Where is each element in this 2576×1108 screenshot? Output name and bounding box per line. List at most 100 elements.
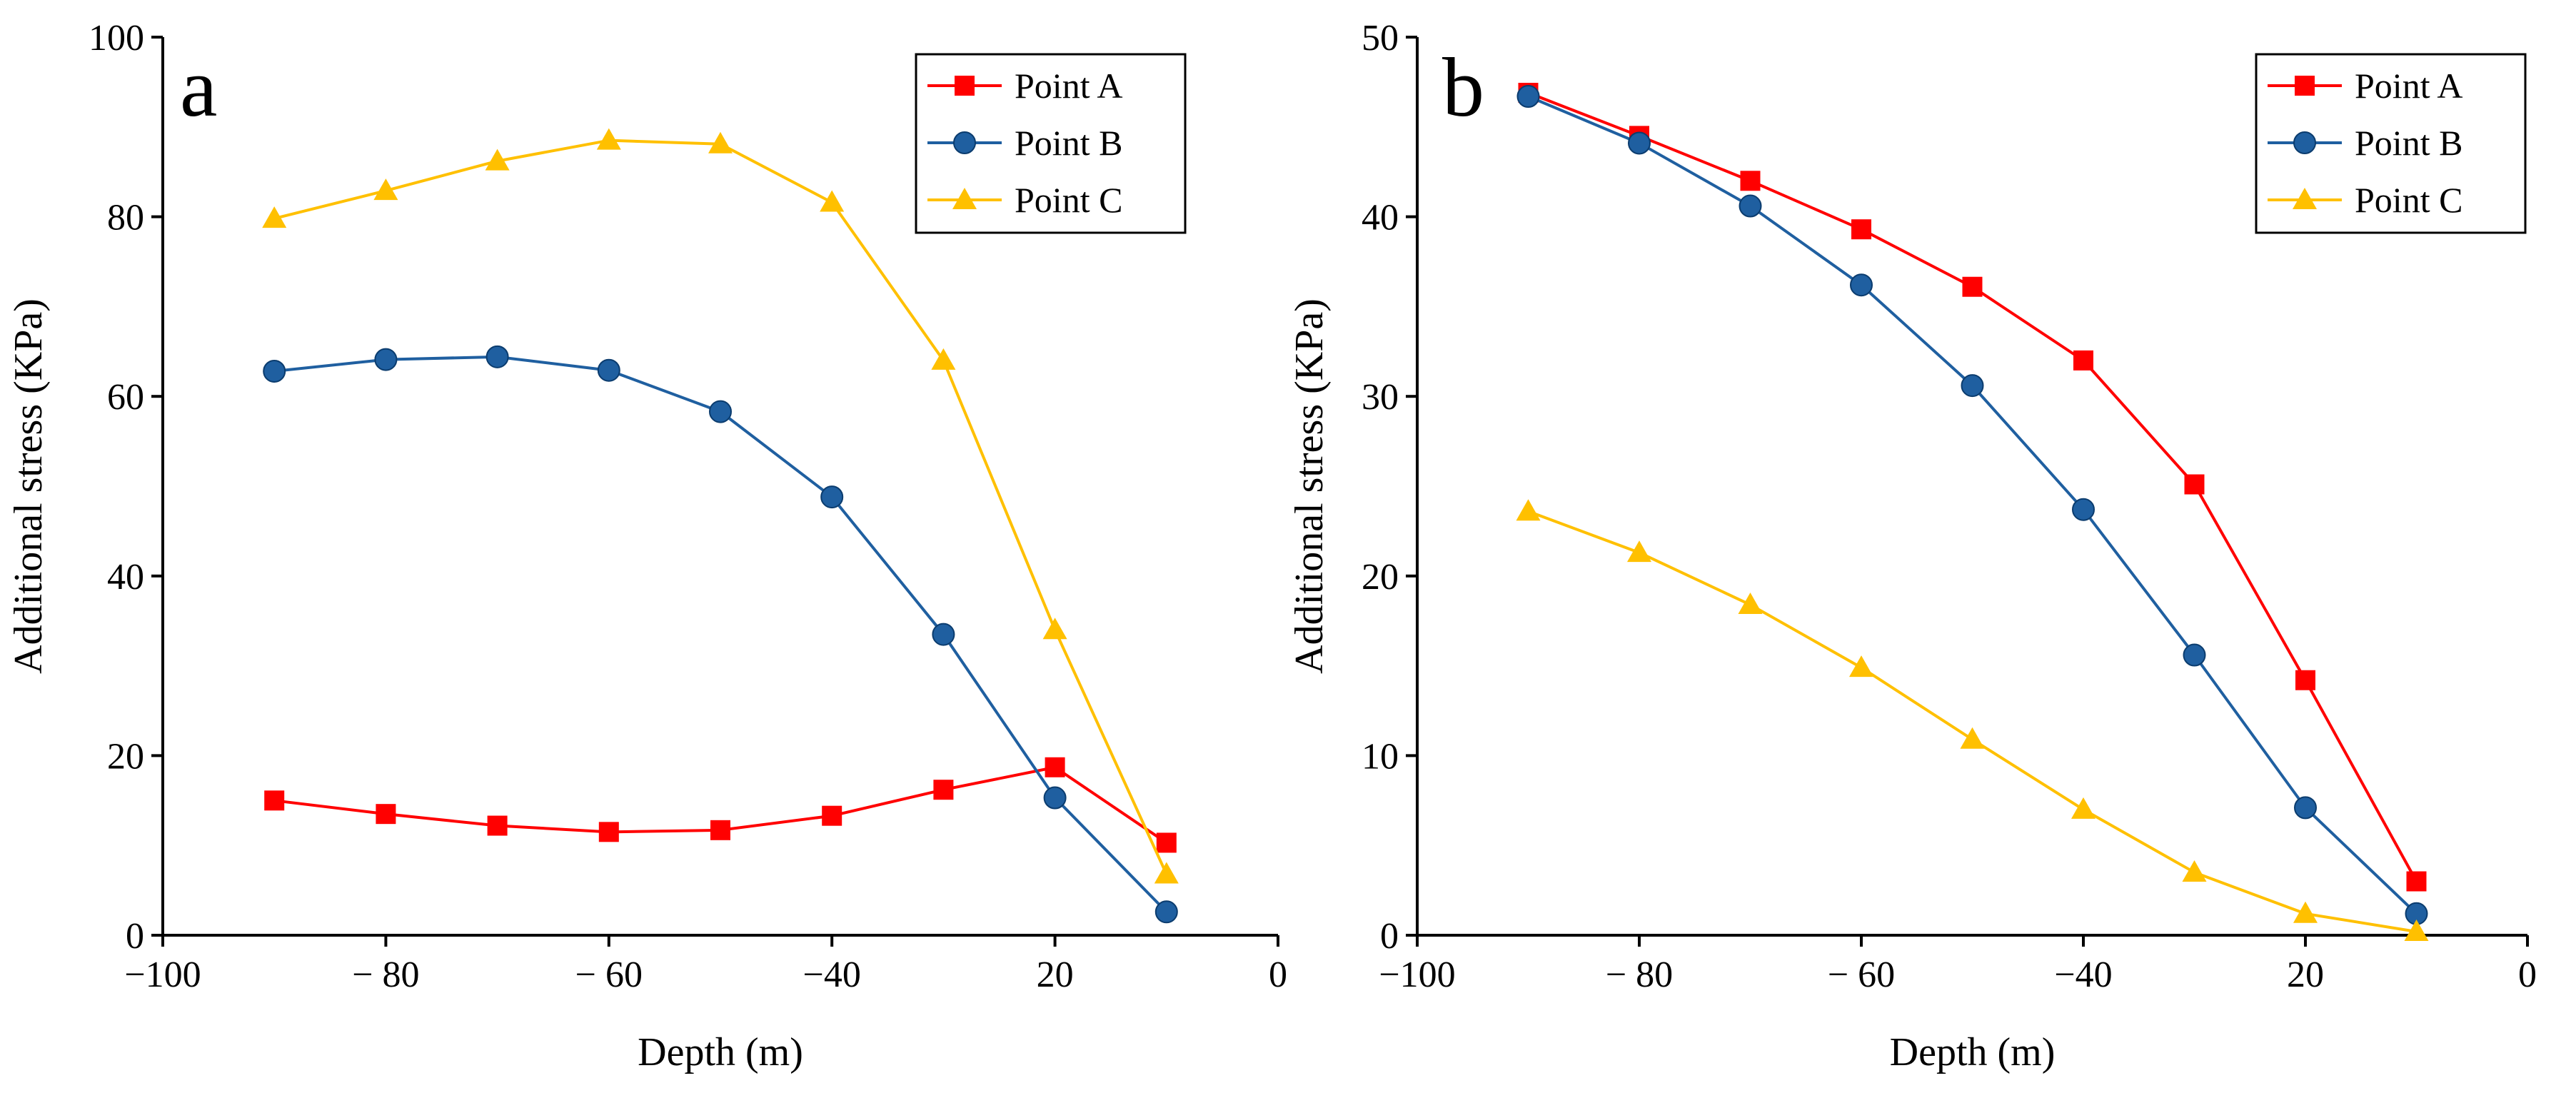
- data-point: [2293, 901, 2318, 923]
- y-tick-label: 40: [107, 557, 144, 598]
- y-tick-label: 0: [1380, 916, 1399, 957]
- legend-label: Point C: [1015, 180, 1122, 220]
- data-point: [822, 805, 842, 826]
- data-point: [1962, 276, 1983, 297]
- x-tick-label: 20: [1037, 955, 1074, 995]
- data-point: [708, 131, 733, 153]
- data-point: [487, 815, 508, 836]
- data-point: [709, 400, 732, 423]
- x-tick-label: − 60: [1828, 955, 1895, 995]
- data-point: [376, 804, 396, 825]
- data-point: [374, 348, 398, 371]
- data-point: [1042, 618, 1067, 640]
- data-point: [263, 359, 286, 383]
- x-tick-label: − 60: [575, 955, 643, 995]
- panel-a: 0 20 40 60 80 100 −100 − 80 − 60 −40 20 0 Depth (m) A…: [6, 18, 1287, 1074]
- panel-letter: b: [1442, 41, 1484, 134]
- data-point: [1739, 194, 1762, 218]
- x-tick-label: 0: [1269, 955, 1287, 995]
- data-point: [1154, 862, 1179, 884]
- data-point: [262, 206, 287, 228]
- y-tick-label: 100: [89, 18, 144, 59]
- data-point: [485, 148, 510, 171]
- series-point-b: [1516, 85, 2428, 925]
- y-axis-title: Additional stress (KPa): [6, 298, 51, 674]
- data-point: [1960, 727, 1985, 749]
- legend-label: Point C: [2355, 180, 2462, 220]
- x-tick-label: − 80: [1606, 955, 1673, 995]
- series-point-c: [262, 128, 1179, 884]
- data-point: [820, 190, 845, 212]
- data-point: [2295, 670, 2315, 690]
- x-tick-label: −40: [2054, 955, 2112, 995]
- panel-letter: a: [180, 41, 217, 134]
- legend-label: Point B: [2355, 123, 2462, 163]
- series-line: [1527, 510, 2417, 933]
- data-point: [1516, 499, 1541, 521]
- y-tick-label: 40: [1362, 198, 1399, 238]
- data-point: [2072, 498, 2095, 521]
- data-point: [373, 178, 398, 201]
- data-point: [264, 790, 285, 811]
- data-point: [710, 820, 730, 840]
- x-axis-title: Depth (m): [1890, 1030, 2056, 1074]
- y-tick-label: 30: [1362, 377, 1399, 418]
- legend-label: Point A: [1015, 66, 1122, 106]
- data-point: [1850, 273, 1873, 297]
- data-point: [932, 623, 955, 646]
- x-axis-title: Depth (m): [638, 1030, 803, 1074]
- series-point-a: [264, 757, 1177, 853]
- legend-marker: [955, 76, 975, 96]
- data-point: [1154, 900, 1178, 924]
- panel-b: 0 10 20 30 40 50 −100 − 80 − 60 −40 20 0 Depth (m) Ad…: [1287, 18, 2537, 1074]
- data-point: [1516, 85, 1540, 109]
- legend-label: Point A: [2355, 66, 2462, 106]
- data-point: [2182, 860, 2207, 882]
- series-point-c: [1516, 499, 2429, 941]
- data-point: [931, 348, 956, 370]
- data-point: [1156, 832, 1177, 853]
- x-tick-label: −100: [124, 955, 201, 995]
- y-tick-label: 80: [107, 198, 144, 238]
- data-point: [2294, 796, 2317, 820]
- data-point: [597, 358, 620, 382]
- data-point: [2183, 643, 2206, 667]
- y-tick-label: 20: [107, 736, 144, 777]
- y-tick-label: 50: [1362, 18, 1399, 59]
- legend: Point A Point B Point C: [2255, 53, 2527, 234]
- data-point: [1961, 374, 1984, 398]
- legend-marker: [953, 131, 976, 154]
- data-point: [1851, 219, 1871, 240]
- data-point: [1740, 171, 1761, 191]
- data-point: [598, 822, 619, 842]
- y-tick-label: 20: [1362, 557, 1399, 598]
- x-tick-label: 20: [2287, 955, 2324, 995]
- data-point: [2073, 350, 2093, 371]
- data-point: [1043, 786, 1067, 810]
- y-tick-label: 10: [1362, 736, 1399, 777]
- data-point: [820, 485, 844, 509]
- data-point: [1738, 593, 1763, 615]
- legend-marker: [2295, 76, 2315, 96]
- x-tick-label: −40: [803, 955, 861, 995]
- data-point: [2071, 797, 2095, 819]
- data-point: [933, 780, 954, 800]
- legend-marker: [2293, 188, 2317, 209]
- data-point: [1628, 131, 1651, 155]
- data-point: [1849, 655, 1873, 678]
- data-point: [2404, 919, 2429, 941]
- legend-label: Point B: [1015, 123, 1122, 163]
- data-point: [2184, 474, 2205, 495]
- x-tick-label: − 80: [352, 955, 419, 995]
- legend: Point A Point B Point C: [915, 53, 1187, 234]
- y-tick-label: 0: [126, 916, 144, 957]
- data-point: [1045, 757, 1065, 777]
- data-point: [596, 128, 621, 150]
- y-tick-label: 60: [107, 377, 144, 418]
- x-tick-label: 0: [2518, 955, 2537, 995]
- y-axis-title: Additional stress (KPa): [1287, 298, 1332, 674]
- data-point: [1627, 540, 1651, 563]
- legend-marker: [2293, 131, 2316, 154]
- x-tick-label: −100: [1379, 955, 1455, 995]
